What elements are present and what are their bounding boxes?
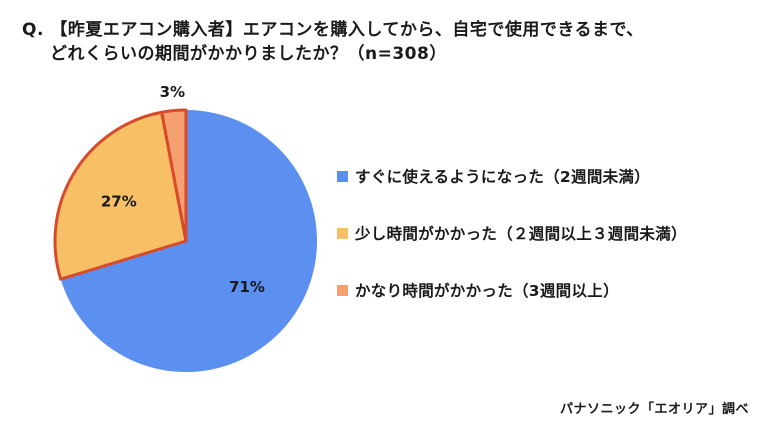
legend-swatch-long-time xyxy=(337,284,348,296)
legend-label-quick: すぐに使えるようになった（2週間未満） xyxy=(355,168,651,186)
pie-slice-long-time xyxy=(160,108,188,243)
title-line-2: どれくらいの期間がかかりましたか？（n=308） xyxy=(50,44,447,64)
pie-slices xyxy=(53,108,318,373)
title-line-1: Q. 【昨夏エアコン購入者】エアコンを購入してから、自宅で使用できるまで、 xyxy=(22,20,644,40)
legend-label-some-time: 少し時間がかかった（２週間以上３週間未満） xyxy=(355,225,687,243)
pie-slice-quick xyxy=(60,110,318,373)
value-label-long-time: 3% xyxy=(160,83,185,101)
legend-label-long-time: かなり時間がかかった（3週間以上） xyxy=(355,282,619,300)
legend-swatch-quick xyxy=(337,170,348,182)
question-title: Q. 【昨夏エアコン購入者】エアコンを購入してから、自宅で使用できるまで、 どれ… xyxy=(22,18,762,66)
pie-slice-some-time xyxy=(53,110,188,281)
pie-value-labels: 71% 27% 3% xyxy=(101,83,265,296)
value-label-some-time: 27% xyxy=(101,192,137,210)
legend: すぐに使えるようになった（2週間未満） 少し時間がかかった（２週間以上３週間未満… xyxy=(337,163,687,334)
legend-item-quick: すぐに使えるようになった（2週間未満） xyxy=(337,163,687,189)
legend-item-long-time: かなり時間がかかった（3週間以上） xyxy=(337,277,687,303)
value-label-quick: 71% xyxy=(229,278,265,296)
legend-item-some-time: 少し時間がかかった（２週間以上３週間未満） xyxy=(337,220,687,246)
source-note: パナソニック「エオリア」調べ xyxy=(559,402,749,417)
legend-swatch-some-time xyxy=(337,227,348,239)
